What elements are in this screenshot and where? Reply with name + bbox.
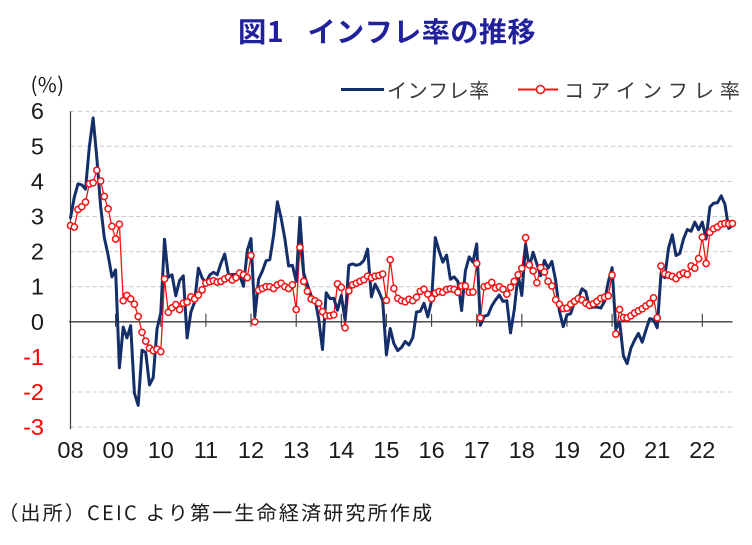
svg-text:1: 1	[31, 274, 44, 300]
svg-text:6: 6	[31, 98, 44, 124]
svg-text:14: 14	[328, 437, 354, 463]
svg-text:12: 12	[238, 437, 264, 463]
svg-text:18: 18	[509, 437, 535, 463]
svg-text:11: 11	[194, 437, 218, 463]
svg-text:5: 5	[31, 133, 44, 159]
svg-text:2: 2	[31, 239, 44, 265]
svg-text:10: 10	[148, 437, 174, 463]
svg-text:19: 19	[554, 437, 580, 463]
svg-text:16: 16	[419, 437, 445, 463]
svg-text:09: 09	[103, 437, 129, 463]
svg-text:22: 22	[689, 437, 715, 463]
svg-text:0: 0	[31, 309, 44, 335]
svg-text:15: 15	[373, 437, 399, 463]
svg-text:17: 17	[464, 437, 490, 463]
svg-text:-1: -1	[23, 344, 44, 370]
svg-text:08: 08	[57, 437, 83, 463]
svg-text:20: 20	[599, 437, 625, 463]
svg-text:-2: -2	[23, 379, 44, 405]
svg-text:13: 13	[283, 437, 309, 463]
svg-text:-3: -3	[23, 414, 44, 440]
svg-text:4: 4	[31, 168, 44, 194]
svg-text:3: 3	[31, 204, 44, 230]
svg-text:21: 21	[644, 437, 670, 463]
